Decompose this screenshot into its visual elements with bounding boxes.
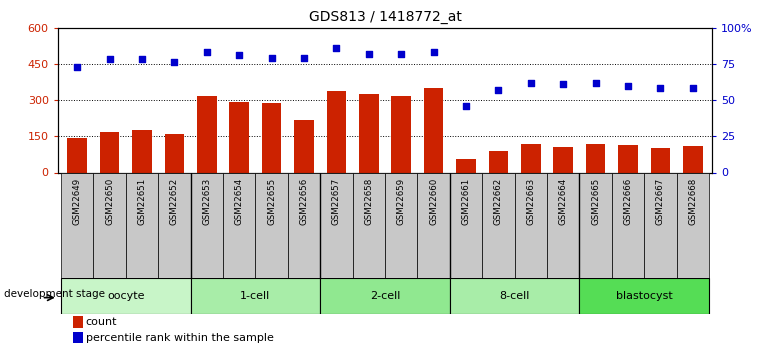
Point <box>687 86 699 91</box>
Bar <box>677 172 709 278</box>
Bar <box>100 132 119 172</box>
Text: GDS813 / 1418772_at: GDS813 / 1418772_at <box>309 10 461 24</box>
Text: GSM22649: GSM22649 <box>72 178 82 225</box>
Point <box>590 80 602 86</box>
Bar <box>651 148 670 172</box>
Bar <box>644 172 677 278</box>
Bar <box>320 172 353 278</box>
Point <box>492 87 504 93</box>
Text: GSM22665: GSM22665 <box>591 178 600 225</box>
Bar <box>320 278 450 314</box>
Text: GSM22652: GSM22652 <box>170 178 179 225</box>
Text: GSM22667: GSM22667 <box>656 178 665 225</box>
Bar <box>165 134 184 172</box>
Bar <box>294 120 313 172</box>
Point <box>266 55 278 61</box>
Bar <box>191 278 320 314</box>
Point <box>524 80 537 86</box>
Bar <box>359 94 379 172</box>
Point <box>330 45 343 51</box>
Bar <box>482 172 514 278</box>
Text: GSM22668: GSM22668 <box>688 178 698 225</box>
Point <box>427 49 440 55</box>
Bar <box>73 316 83 328</box>
Bar <box>61 278 191 314</box>
Text: GSM22662: GSM22662 <box>494 178 503 225</box>
Point <box>233 52 246 58</box>
Bar <box>229 102 249 172</box>
Point <box>201 49 213 55</box>
Bar <box>262 103 281 172</box>
Bar <box>457 159 476 172</box>
Bar <box>326 91 347 172</box>
Text: percentile rank within the sample: percentile rank within the sample <box>86 333 273 343</box>
Bar <box>514 172 547 278</box>
Point <box>103 57 116 62</box>
Text: GSM22655: GSM22655 <box>267 178 276 225</box>
Point <box>298 55 310 61</box>
Bar <box>424 88 444 172</box>
Bar <box>385 172 417 278</box>
Text: GSM22654: GSM22654 <box>235 178 243 225</box>
Point <box>654 86 667 91</box>
Bar <box>391 96 411 172</box>
Bar <box>256 172 288 278</box>
Text: development stage: development stage <box>4 289 105 299</box>
Bar <box>288 172 320 278</box>
Text: GSM22657: GSM22657 <box>332 178 341 225</box>
Bar <box>191 172 223 278</box>
Text: GSM22666: GSM22666 <box>624 178 632 225</box>
Text: oocyte: oocyte <box>107 291 145 301</box>
Point <box>168 60 180 65</box>
Text: blastocyst: blastocyst <box>616 291 672 301</box>
Point <box>136 57 148 62</box>
Text: 1-cell: 1-cell <box>240 291 270 301</box>
Text: GSM22663: GSM22663 <box>527 178 535 225</box>
Bar <box>197 96 216 172</box>
Text: 8-cell: 8-cell <box>500 291 530 301</box>
Bar <box>489 151 508 172</box>
Bar <box>450 278 579 314</box>
Bar <box>450 172 482 278</box>
Text: GSM22661: GSM22661 <box>461 178 470 225</box>
Bar <box>223 172 256 278</box>
Bar <box>683 146 702 172</box>
Text: 2-cell: 2-cell <box>370 291 400 301</box>
Bar <box>93 172 126 278</box>
Point <box>363 51 375 57</box>
Point <box>71 64 83 69</box>
Text: GSM22651: GSM22651 <box>138 178 146 225</box>
Text: GSM22653: GSM22653 <box>203 178 211 225</box>
Text: GSM22660: GSM22660 <box>429 178 438 225</box>
Bar <box>612 172 644 278</box>
Bar <box>586 144 605 172</box>
Text: GSM22650: GSM22650 <box>105 178 114 225</box>
Text: GSM22664: GSM22664 <box>559 178 567 225</box>
Bar <box>68 138 87 172</box>
Text: GSM22659: GSM22659 <box>397 178 406 225</box>
Text: GSM22656: GSM22656 <box>300 178 309 225</box>
Bar <box>417 172 450 278</box>
Text: count: count <box>86 317 117 327</box>
Bar <box>126 172 158 278</box>
Bar <box>353 172 385 278</box>
Bar <box>618 145 638 172</box>
Point <box>460 103 472 109</box>
Text: GSM22658: GSM22658 <box>364 178 373 225</box>
Bar <box>579 278 709 314</box>
Bar <box>61 172 93 278</box>
Point <box>622 83 634 88</box>
Bar <box>579 172 612 278</box>
Bar <box>158 172 191 278</box>
Bar <box>132 130 152 172</box>
Bar <box>73 332 83 344</box>
Bar <box>547 172 579 278</box>
Bar <box>554 147 573 172</box>
Bar <box>521 144 541 172</box>
Point <box>557 81 569 87</box>
Point <box>395 51 407 57</box>
